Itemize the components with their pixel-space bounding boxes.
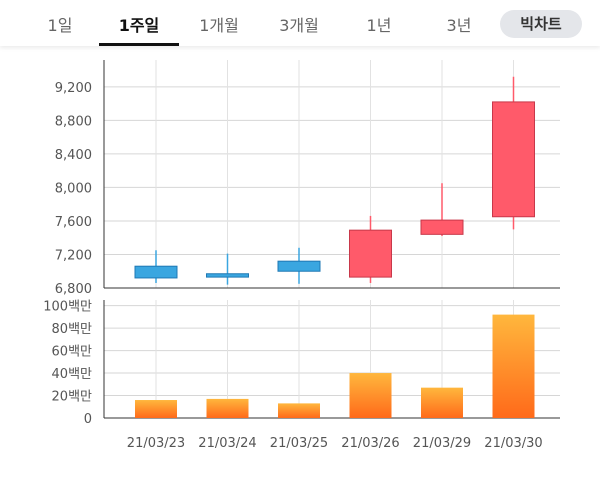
- volume-bar: [421, 387, 463, 418]
- tab-3year[interactable]: 3년: [446, 16, 472, 35]
- x-tick-label: 21/03/30: [484, 436, 542, 451]
- candle-body: [134, 265, 178, 279]
- volume-bar: [349, 373, 392, 418]
- volume-panel: 100백만 80백만 60백만 40백만 20백만 0: [43, 300, 560, 427]
- price-y-tick-label: 6,800: [55, 282, 92, 297]
- volume-y-tick-label: 60백만: [52, 345, 93, 360]
- price-y-tick-label: 7,600: [55, 215, 92, 230]
- volume-bar: [135, 400, 177, 418]
- volume-y-tick-label: 20백만: [52, 390, 93, 405]
- price-y-tick-label: 8,800: [55, 114, 92, 129]
- volume-bar: [492, 314, 535, 418]
- x-tick-label: 21/03/26: [341, 436, 399, 451]
- price-y-tick-label: 7,200: [55, 248, 92, 263]
- x-tick-label: 21/03/29: [413, 436, 471, 451]
- price-panel: 9,200 8,800 8,400 8,000 7,600 7,200 6,800: [55, 60, 560, 297]
- volume-bar: [206, 398, 249, 418]
- volume-bar: [278, 403, 320, 418]
- candle-body: [492, 101, 535, 218]
- price-y-tick-label: 8,400: [55, 148, 92, 163]
- volume-y-tick-label: 0: [84, 412, 92, 427]
- x-tick-label: 21/03/24: [198, 436, 256, 451]
- volume-y-tick-label: 100백만: [43, 300, 92, 315]
- volume-y-tick-label: 40백만: [52, 367, 93, 382]
- x-axis: 21/03/23 21/03/24 21/03/25 21/03/26 21/03/29…: [127, 436, 543, 451]
- bigchart-button[interactable]: 빅차트: [500, 10, 582, 38]
- x-tick-label: 21/03/23: [127, 436, 185, 451]
- active-tab-underline: [99, 43, 179, 46]
- price-y-tick-label: 8,000: [55, 181, 92, 196]
- tab-1week[interactable]: 1주일: [99, 10, 179, 46]
- tab-1year[interactable]: 1년: [366, 16, 392, 35]
- tab-3month[interactable]: 3개월: [279, 16, 319, 35]
- x-tick-label: 21/03/25: [270, 436, 328, 451]
- candle-body: [277, 260, 321, 272]
- volume-y-tick-label: 80백만: [52, 322, 93, 337]
- tab-1month[interactable]: 1개월: [199, 16, 239, 35]
- tab-1day[interactable]: 1일: [47, 16, 73, 35]
- tab-1week-label: 1주일: [118, 16, 160, 35]
- candle-body: [349, 229, 392, 278]
- candle-body: [206, 273, 249, 278]
- period-tab-bar: 1일 1주일 1개월 3개월 1년 3년 빅차트: [0, 0, 600, 46]
- price-y-tick-label: 9,200: [55, 81, 92, 96]
- candle-body: [420, 219, 464, 235]
